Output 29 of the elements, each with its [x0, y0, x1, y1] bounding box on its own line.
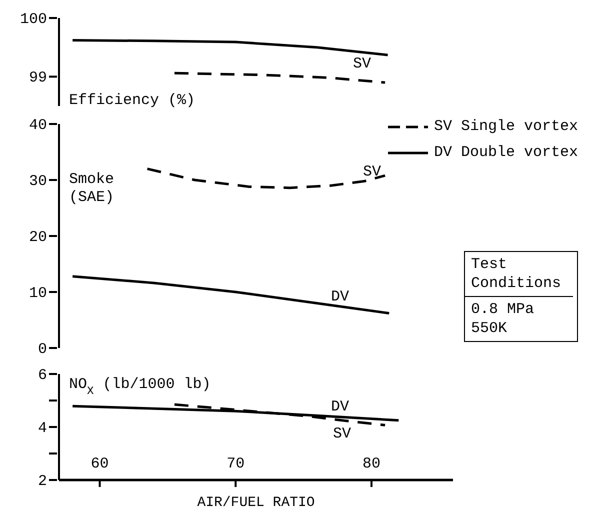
legend-label: DV Double vortex	[434, 143, 578, 163]
line-series	[71, 275, 390, 315]
y-tick-label: 100	[20, 11, 47, 28]
line-series	[71, 39, 390, 56]
annotation: DV	[330, 288, 350, 306]
y-tick-label: 40	[28, 117, 47, 134]
annotation: SV	[352, 56, 372, 72]
legend-label: SV Single vortex	[434, 117, 578, 137]
conditions-box: Test Conditions 0.8 MPa 550K	[464, 251, 578, 342]
x-axis-title: AIR/FUEL RATIO	[197, 495, 315, 511]
annotation: SV	[332, 426, 352, 442]
y-tick-label: 20	[28, 229, 47, 246]
x-tick-label: 70	[226, 456, 245, 473]
y-tick-label: 4	[38, 420, 47, 437]
y-tick-label: 0	[38, 341, 47, 358]
y-tick-label: 10	[28, 285, 47, 302]
y-tick-label: 2	[38, 473, 47, 490]
y-axis-title: Smoke (SAE)	[69, 170, 114, 206]
line-series	[146, 168, 386, 190]
x-tick-label: 60	[90, 456, 109, 473]
annotation: DV	[330, 398, 350, 416]
annotation: SV	[362, 164, 382, 180]
line-series	[173, 72, 386, 84]
x-tick-label: 80	[362, 456, 380, 473]
y-axis-title: Efficiency (%)	[69, 92, 196, 110]
y-tick-label: 6	[38, 367, 47, 384]
y-tick-label: 30	[28, 173, 47, 190]
y-axis-title: NO$_{X}$ (lb/1000 lb)	[69, 376, 211, 398]
y-tick-label: 99	[28, 70, 47, 87]
